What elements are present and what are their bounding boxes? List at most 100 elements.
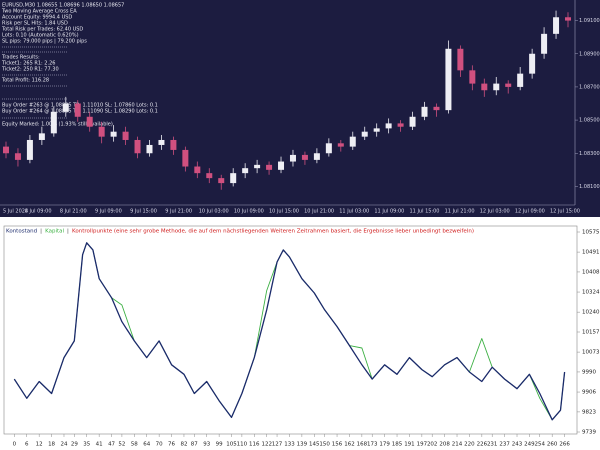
x-tick-label: 122 bbox=[261, 442, 272, 448]
candle-body bbox=[529, 53, 536, 74]
candle-body bbox=[397, 123, 404, 127]
legend-separator: | bbox=[40, 229, 42, 235]
x-tick-label: 197 bbox=[417, 442, 428, 448]
x-tick-label: 70 bbox=[156, 442, 163, 448]
x-tick-label: 139 bbox=[297, 442, 308, 448]
y-tick-label: 1.08900 bbox=[579, 51, 600, 57]
x-tick-label: 99 bbox=[216, 442, 223, 448]
x-tick-label: 10 Jul 15:00 bbox=[269, 209, 299, 215]
y-tick-label: 1.08100 bbox=[579, 184, 600, 190]
x-tick-label: 9 Jul 15:00 bbox=[130, 209, 157, 215]
info-line: SL pips: 79.000 pips | 79.200 pips bbox=[2, 39, 87, 45]
x-tick-label: 47 bbox=[108, 442, 115, 448]
legend-entry: Kontostand bbox=[6, 229, 37, 235]
candle-body bbox=[493, 83, 500, 91]
x-tick-label: 6 bbox=[25, 442, 29, 448]
info-line: Total Risk per Trades: 62.40 USD bbox=[1, 27, 83, 33]
x-tick-label: 243 bbox=[512, 442, 523, 448]
x-tick-label: 9 Jul 09:00 bbox=[95, 209, 122, 215]
x-tick-label: 18 bbox=[48, 442, 55, 448]
candle-body bbox=[385, 123, 392, 129]
candle-body bbox=[313, 153, 320, 160]
candle-body bbox=[146, 144, 153, 154]
x-tick-label: 12 Jul 15:00 bbox=[550, 209, 580, 215]
candle-body bbox=[242, 168, 249, 174]
y-tick-label: 1.08700 bbox=[579, 84, 600, 90]
x-tick-label: 64 bbox=[143, 442, 150, 448]
x-tick-label: 202 bbox=[427, 442, 438, 448]
x-tick-label: 220 bbox=[464, 442, 475, 448]
candle-body bbox=[194, 166, 201, 174]
x-tick-label: 11 Jul 03:00 bbox=[339, 209, 369, 215]
candle-body bbox=[565, 17, 571, 21]
x-tick-label: 110 bbox=[237, 442, 248, 448]
info-line: Equity Marked: 1.00% (1.93% still availa… bbox=[2, 122, 113, 128]
candle-body bbox=[26, 139, 33, 160]
y-tick-label: 10408 bbox=[582, 269, 600, 275]
x-tick-label: 0 bbox=[13, 442, 17, 448]
x-tick-label: 87 bbox=[191, 442, 198, 448]
x-tick-label: 76 bbox=[168, 442, 175, 448]
x-tick-label: 266 bbox=[559, 442, 570, 448]
candle-body bbox=[182, 149, 189, 167]
x-tick-label: 82 bbox=[180, 442, 187, 448]
candle-body bbox=[86, 116, 93, 127]
candle-body bbox=[469, 70, 476, 84]
candle-body bbox=[206, 173, 213, 179]
candle-body bbox=[74, 103, 81, 117]
x-tick-label: 93 bbox=[203, 442, 210, 448]
x-tick-label: 191 bbox=[404, 442, 415, 448]
candle-body bbox=[445, 48, 452, 111]
info-line: Ticket2: 250 R1: 77.30 bbox=[1, 67, 59, 73]
candle-body bbox=[3, 146, 9, 154]
candle-body bbox=[170, 139, 177, 150]
x-tick-label: 41 bbox=[96, 442, 103, 448]
candle-body bbox=[110, 131, 117, 137]
candle-body bbox=[361, 131, 368, 137]
y-tick-label: 1.08300 bbox=[579, 151, 600, 157]
candle-body bbox=[541, 33, 548, 54]
y-tick-label: 1.08500 bbox=[579, 118, 600, 124]
candle-body bbox=[14, 153, 21, 160]
y-tick-label: 10324 bbox=[582, 290, 600, 296]
x-tick-label: 12 Jul 03:00 bbox=[480, 209, 510, 215]
x-tick-label: 11 Jul 09:00 bbox=[374, 209, 404, 215]
candle-body bbox=[373, 128, 380, 132]
series-line bbox=[13, 242, 566, 421]
candle-body bbox=[38, 133, 45, 140]
x-tick-label: 10 Jul 03:00 bbox=[199, 209, 229, 215]
x-tick-label: 12 bbox=[36, 442, 43, 448]
x-tick-label: 10 Jul 09:00 bbox=[234, 209, 264, 215]
info-line: EURUSD,M30 1.08655 1.08696 1.08650 1.086… bbox=[2, 3, 124, 9]
x-tick-label: 226 bbox=[477, 442, 488, 448]
candle-body bbox=[134, 139, 141, 154]
y-tick-label: 9906 bbox=[582, 390, 596, 396]
y-tick-label: 9990 bbox=[582, 369, 596, 375]
candle-body bbox=[218, 178, 225, 184]
x-tick-label: 9 Jul 21:00 bbox=[165, 209, 192, 215]
candle-body bbox=[266, 164, 273, 170]
x-tick-label: 12 Jul 09:00 bbox=[515, 209, 545, 215]
x-tick-label: 254 bbox=[535, 442, 546, 448]
candle-body bbox=[505, 83, 512, 87]
tester-plot-frame bbox=[3, 225, 578, 435]
candle-body bbox=[517, 73, 524, 87]
info-line: Total Profit: 116.28 bbox=[1, 78, 49, 84]
x-tick-label: 10 Jul 21:00 bbox=[304, 209, 334, 215]
candle-body bbox=[349, 136, 356, 147]
candle-body bbox=[481, 83, 488, 91]
x-tick-label: 127 bbox=[272, 442, 283, 448]
candle-body bbox=[409, 116, 416, 127]
x-tick-label: 145 bbox=[309, 442, 320, 448]
y-tick-label: 10157 bbox=[582, 330, 600, 336]
x-tick-label: 173 bbox=[367, 442, 378, 448]
x-tick-label: 179 bbox=[379, 442, 390, 448]
x-tick-label: 185 bbox=[392, 442, 403, 448]
candle-body bbox=[62, 103, 69, 112]
x-tick-label: 35 bbox=[83, 442, 90, 448]
candle-body bbox=[433, 106, 440, 111]
x-tick-label: 105 bbox=[226, 442, 237, 448]
candle-body bbox=[457, 48, 464, 71]
legend-note: Kontrollpunkte (eine sehr grobe Methode,… bbox=[72, 229, 474, 235]
info-line: Ticket1: 265 R1: 2.26 bbox=[1, 61, 55, 67]
